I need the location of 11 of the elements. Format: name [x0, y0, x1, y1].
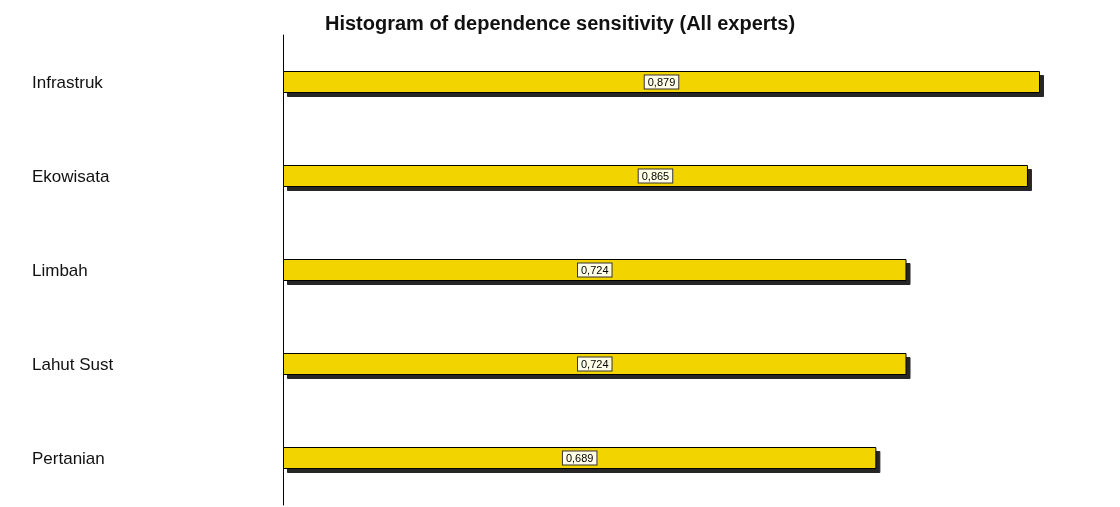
y-tick-label: Lahut Sust: [32, 354, 114, 374]
y-tick-label: Ekowisata: [32, 166, 111, 186]
data-label: 0,689: [565, 452, 594, 464]
y-tick-label: Infrastruk: [32, 72, 104, 92]
y-tick-label: Pertanian: [32, 448, 105, 468]
chart-title: Histogram of dependence sensitivity (All experts): [324, 12, 796, 34]
data-label: 0,724: [580, 358, 609, 370]
data-label: 0,865: [641, 170, 670, 182]
data-label: 0,724: [580, 264, 609, 276]
y-tick-label: Limbah: [32, 260, 88, 280]
data-label: 0,879: [647, 76, 676, 88]
